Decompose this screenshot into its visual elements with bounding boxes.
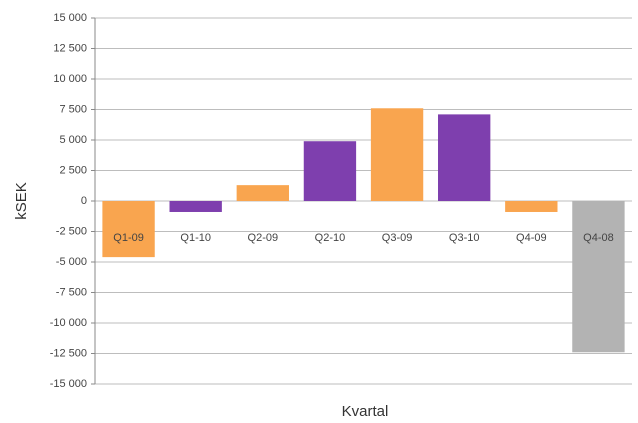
y-tick-label: -2 500 xyxy=(56,225,87,237)
y-tick-label: -7 500 xyxy=(56,286,87,298)
x-tick-label: Q3-09 xyxy=(382,232,413,244)
x-axis-title: Kvartal xyxy=(342,403,389,420)
y-tick-label: 15 000 xyxy=(53,12,87,24)
y-tick-label: 12 500 xyxy=(53,42,87,54)
y-tick-label: 7 500 xyxy=(59,103,87,115)
bar xyxy=(236,185,289,201)
y-tick-label: -10 000 xyxy=(50,317,87,329)
bar xyxy=(102,201,155,258)
x-tick-label: Q2-10 xyxy=(315,232,346,244)
y-tick-label: 0 xyxy=(81,195,87,207)
y-axis-title: kSEK xyxy=(13,182,30,220)
y-tick-label: -5 000 xyxy=(56,256,87,268)
x-tick-label: Q1-09 xyxy=(113,232,144,244)
bar xyxy=(169,201,222,212)
bar xyxy=(370,108,424,201)
x-tick-label: Q4-08 xyxy=(583,232,614,244)
x-tick-label: Q4-09 xyxy=(516,232,547,244)
y-tick-label: 2 500 xyxy=(59,164,87,176)
bar xyxy=(438,114,491,201)
x-tick-label: Q1-10 xyxy=(180,232,211,244)
y-tick-label: 5 000 xyxy=(59,134,87,146)
y-tick-label: 10 000 xyxy=(53,73,87,85)
x-tick-label: Q2-09 xyxy=(248,232,279,244)
y-tick-label: -12 500 xyxy=(50,347,87,359)
bar xyxy=(303,141,357,201)
y-tick-label: -15 000 xyxy=(50,378,87,390)
x-tick-label: Q3-10 xyxy=(449,232,480,244)
bar xyxy=(505,201,558,212)
bar xyxy=(572,201,625,353)
